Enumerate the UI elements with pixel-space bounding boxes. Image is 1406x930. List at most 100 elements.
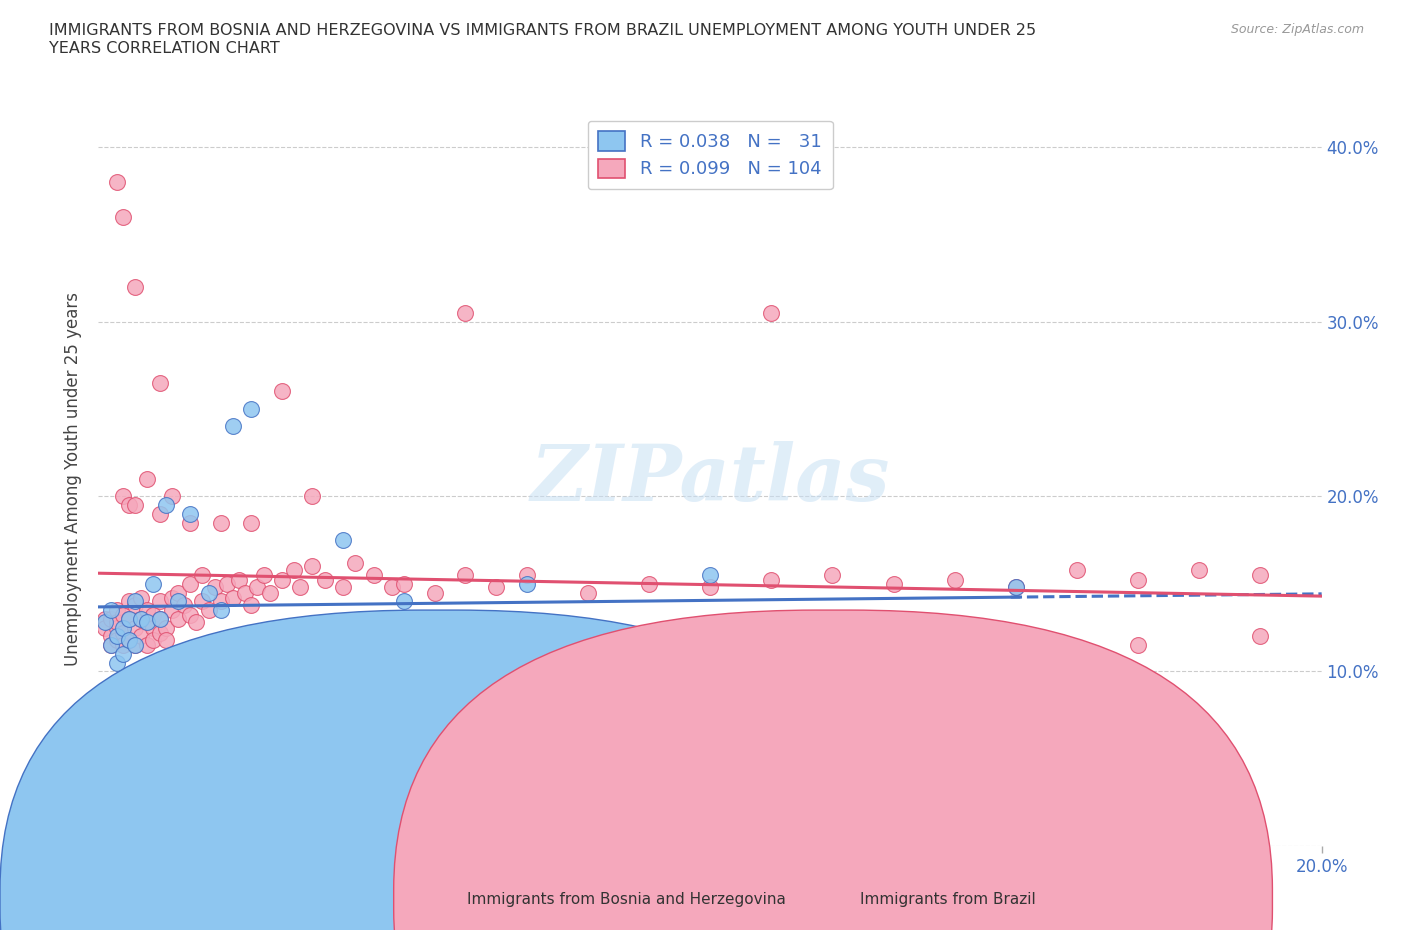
Point	[392, 577, 416, 591]
Point	[167, 585, 190, 600]
Point	[93, 611, 115, 626]
Point	[124, 620, 146, 635]
Text: Source: ZipAtlas.com: Source: ZipAtlas.com	[1230, 23, 1364, 36]
Point	[142, 632, 165, 647]
Point	[283, 563, 305, 578]
Point	[332, 533, 354, 548]
Point	[105, 615, 128, 630]
Point	[105, 603, 128, 618]
Point	[111, 638, 134, 653]
Point	[240, 597, 263, 612]
Point	[129, 629, 152, 644]
Point	[259, 585, 281, 600]
Point	[222, 591, 245, 605]
Point	[1004, 580, 1026, 595]
Point	[233, 585, 256, 600]
Point	[105, 629, 128, 644]
Point	[516, 567, 538, 582]
Point	[118, 498, 141, 512]
Point	[155, 620, 177, 635]
Point	[111, 209, 134, 224]
Point	[124, 279, 146, 294]
Point	[149, 611, 172, 626]
Point	[344, 555, 367, 570]
Point	[363, 567, 385, 582]
Point	[209, 594, 232, 609]
Point	[124, 638, 146, 653]
Point	[222, 419, 245, 434]
Point	[105, 656, 128, 671]
Point	[759, 305, 782, 320]
Point	[186, 615, 208, 630]
Point	[100, 638, 122, 653]
Point	[759, 638, 782, 653]
Point	[111, 626, 134, 641]
Point	[883, 672, 905, 687]
Point	[136, 603, 159, 618]
Point	[142, 608, 165, 623]
Point	[699, 567, 721, 582]
Point	[252, 567, 274, 582]
Point	[142, 620, 165, 635]
Point	[301, 489, 323, 504]
Point	[637, 672, 661, 687]
Point	[129, 611, 152, 626]
Point	[111, 489, 134, 504]
Text: Immigrants from Bosnia and Herzegovina: Immigrants from Bosnia and Herzegovina	[467, 892, 786, 907]
Point	[290, 580, 312, 595]
Point	[105, 620, 128, 635]
Point	[516, 690, 538, 705]
Point	[111, 608, 134, 623]
Point	[301, 559, 323, 574]
Point	[111, 646, 134, 661]
Text: ZIPatlas: ZIPatlas	[530, 441, 890, 517]
Point	[759, 573, 782, 588]
Point	[100, 603, 122, 618]
Point	[1188, 563, 1211, 578]
Text: Immigrants from Brazil: Immigrants from Brazil	[860, 892, 1036, 907]
Point	[155, 498, 177, 512]
Point	[160, 489, 183, 504]
Point	[149, 507, 172, 522]
Point	[124, 638, 146, 653]
Point	[179, 577, 201, 591]
Point	[105, 632, 128, 647]
Point	[204, 580, 226, 595]
Point	[191, 594, 214, 609]
Point	[576, 708, 599, 723]
Point	[209, 603, 232, 618]
Point	[197, 603, 219, 618]
Point	[149, 626, 172, 641]
Point	[332, 580, 354, 595]
Point	[160, 591, 183, 605]
Point	[173, 597, 195, 612]
Legend: R = 0.038   N =   31, R = 0.099   N = 104: R = 0.038 N = 31, R = 0.099 N = 104	[588, 121, 832, 190]
Point	[576, 585, 599, 600]
Point	[423, 585, 446, 600]
Point	[93, 615, 115, 630]
Point	[136, 725, 159, 740]
Point	[270, 573, 292, 588]
Text: IMMIGRANTS FROM BOSNIA AND HERZEGOVINA VS IMMIGRANTS FROM BRAZIL UNEMPLOYMENT AM: IMMIGRANTS FROM BOSNIA AND HERZEGOVINA V…	[49, 23, 1036, 56]
Point	[637, 577, 661, 591]
Point	[118, 594, 141, 609]
Point	[1249, 629, 1271, 644]
Point	[142, 577, 165, 591]
Point	[124, 498, 146, 512]
Point	[314, 573, 336, 588]
Point	[454, 305, 477, 320]
Point	[197, 585, 219, 600]
Point	[699, 580, 721, 595]
Point	[160, 603, 183, 618]
Point	[118, 611, 141, 626]
Point	[485, 580, 508, 595]
Point	[155, 632, 177, 647]
Point	[136, 615, 159, 630]
Point	[179, 608, 201, 623]
Point	[93, 620, 115, 635]
Point	[167, 611, 190, 626]
Point	[179, 515, 201, 530]
Point	[240, 402, 263, 417]
Point	[149, 376, 172, 391]
Point	[240, 515, 263, 530]
